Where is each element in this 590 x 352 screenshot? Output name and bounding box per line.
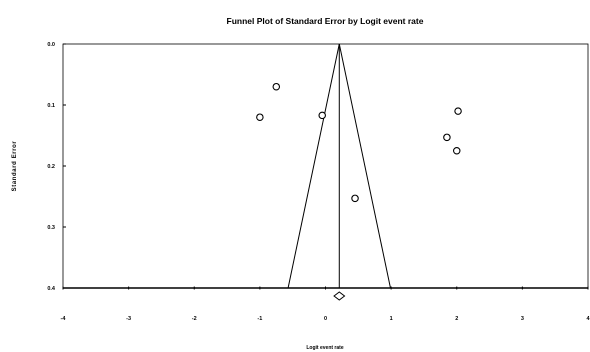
x-tick-label: 0 (324, 316, 327, 322)
study-point (272, 82, 281, 91)
study-point (318, 111, 326, 120)
plot-area-frame (62, 43, 589, 289)
study-point (443, 133, 451, 142)
study-point (452, 147, 461, 155)
funnel-left-limit (287, 43, 340, 289)
summary-diamond-shape (333, 291, 346, 301)
y-axis-ticks: 0.0 0.1 0.2 0.3 0.4 (47, 42, 66, 292)
y-tick-label: 0.0 (47, 42, 55, 48)
y-tick-label: 0.4 (47, 286, 56, 292)
x-axis-label: Logit event rate (306, 345, 343, 351)
x-tick-label: -2 (192, 316, 197, 322)
y-tick-label: 0.1 (47, 103, 55, 109)
y-axis-label: Standard Error (12, 141, 18, 192)
study-point (351, 194, 359, 203)
x-tick-label: 4 (586, 316, 590, 322)
study-point (454, 107, 462, 115)
funnel-right-limit (338, 43, 391, 289)
study-point (256, 113, 264, 121)
x-tick-label: -4 (61, 316, 67, 322)
summary-diamond (333, 291, 346, 301)
y-tick-label: 0.3 (47, 225, 55, 231)
x-axis-ticks: -4 -3 -2 -1 0 1 2 3 4 (61, 286, 590, 322)
x-tick-label: 1 (390, 316, 393, 322)
study-points (256, 82, 462, 203)
funnel-lines (287, 43, 391, 289)
chart-title: Funnel Plot of Standard Error by Logit e… (227, 16, 424, 26)
x-tick-label: 2 (455, 316, 458, 322)
x-tick-label: -1 (257, 316, 262, 322)
x-tick-label: 3 (521, 316, 524, 322)
x-tick-label: -3 (126, 316, 131, 322)
y-tick-label: 0.2 (47, 164, 55, 170)
